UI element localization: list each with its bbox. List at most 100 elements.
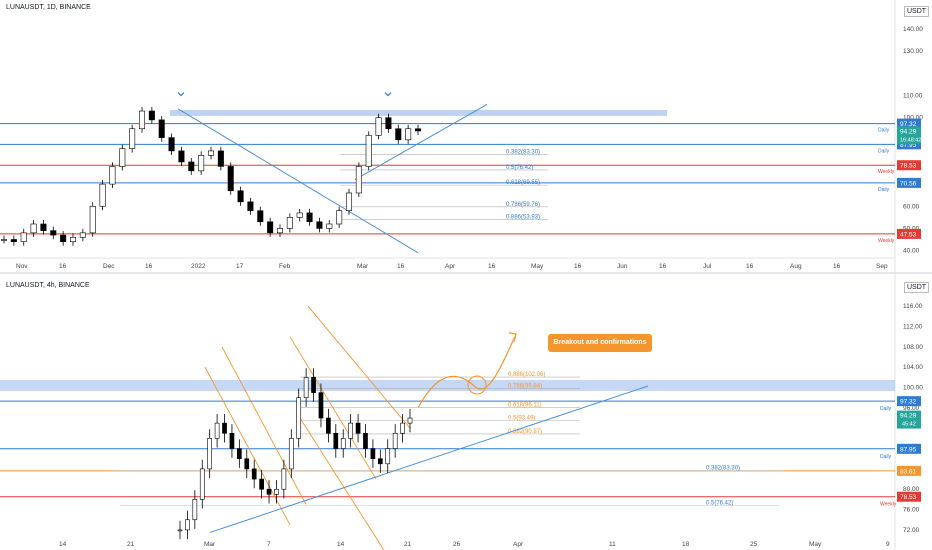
bottom-candle-body [251,468,257,480]
top-price-tick: 140.00 [903,26,923,33]
top-candle-body [355,166,362,194]
bottom-currency-label: USDT [904,282,930,293]
bottom-time-tick: May [809,541,822,548]
projection-arrowhead [508,332,517,342]
top-level-price: 70.56 [900,180,917,187]
bottom-candle-body [288,438,294,470]
bottom-candle-body [311,377,316,393]
bottom-candle-body [407,417,413,424]
top-time-tick: 2022 [191,263,206,270]
bottom-candle-body [237,448,242,460]
bottom-candle-body [400,422,405,434]
bottom-time-tick: 7 [267,541,271,548]
top-candle-body [217,150,224,167]
top-time-tick: 16 [746,263,754,270]
top-time-tick: Jul [703,263,712,270]
top-candle-body [158,119,165,138]
top-candle-body [138,110,146,130]
top-candle-body [395,128,402,141]
bottom-time-tick: 14 [59,541,67,548]
bottom-candle-body [392,432,398,449]
bottom-candle-body [385,448,391,465]
bottom-level-price: 87.95 [900,446,917,453]
top-fib-label: 0.618(69.55) [506,180,540,186]
projection-path [417,336,516,409]
bottom-candle-body [363,432,368,449]
bottom-channel-line [299,417,385,550]
bottom-candle-body [259,478,264,490]
bottom-candle-body [244,458,250,470]
top-time-tick: Mar [357,263,369,270]
bottom-price-tick: 112.00 [903,324,923,331]
top-peak-marker [177,92,185,97]
top-candle-body [365,135,372,167]
top-candle-body [306,212,313,223]
top-current-countdown: 16:48:42 [900,137,921,143]
bottom-price-tick: 108.00 [903,344,923,351]
bottom-price-tick: 80.00 [903,486,920,493]
bottom-price-tick: 116.00 [903,303,923,310]
bottom-time-tick: Mar [204,541,216,548]
bottom-price-tick: 72.00 [903,527,920,534]
bottom-candle-body [318,392,324,419]
bottom-candle-body [281,468,287,490]
bottom-fib-label: 0.886(102.06) [508,372,545,378]
bottom-candle-body [377,458,383,465]
bottom-price-tick: 104.00 [903,364,923,371]
bottom-time-tick: Apr [513,541,524,548]
bottom-time-tick: 9 [886,541,890,548]
top-candle-body [129,128,136,149]
top-fib-label: 0.382(83.30) [506,150,540,156]
top-candle-body [414,128,422,132]
top-candle-body [40,223,47,231]
top-candle-body [50,230,57,236]
top-time-tick: 16 [397,263,405,270]
bottom-current-price: 94.29 [900,413,917,420]
top-time-tick: 16 [488,263,496,270]
top-candle-body [119,148,126,167]
top-candle-body [0,239,8,241]
top-level-price: 47.53 [900,231,917,238]
top-price-tick: 60.00 [903,203,920,210]
bottom-candle-body [274,488,279,495]
top-candle-body [79,232,86,238]
top-fib-label: 0.786(59.76) [506,202,540,208]
bottom-candle-body [266,488,272,495]
top-current-badge [897,126,921,145]
bottom-price-tick: 76.00 [903,507,920,514]
top-level-price: 97.32 [900,121,917,128]
bottom-resistance-zone [0,379,895,392]
top-time-tick: Jun [617,263,628,270]
top-candle-body [326,223,333,229]
top-candle-body [198,155,205,172]
bottom-candle-body [214,422,220,439]
top-candle-body [30,223,37,234]
bottom-candle-body [370,448,376,460]
bottom-fib-label: 0.382(90.87) [508,429,542,435]
bottom-time-tick: 18 [682,541,690,548]
top-price-tick: 110.00 [903,93,923,100]
bottom-time-tick: 21 [404,541,412,548]
top-candle-body [405,128,412,141]
bottom-current-badge [897,410,921,429]
bottom-candle-body [333,432,339,449]
bottom-fib-label: 0.618(96.11) [508,402,542,408]
bottom-time-tick: 25 [750,541,758,548]
top-currency-label: USDT [904,6,930,17]
top-level-badge [897,177,921,188]
top-time-tick: 17 [236,263,244,270]
bottom-blue-fib-label: 0.5(76.42) [706,500,733,506]
bottom-candle-body [229,432,235,449]
top-time-tick: 16 [59,263,67,270]
top-level-price: 78.53 [900,163,917,170]
bottom-candle-body [222,422,227,434]
bottom-ascending-trendline [209,385,649,533]
top-level-badge [897,118,921,129]
top-candle-body [385,117,392,130]
top-candle-body [276,228,284,234]
bottom-level-price: 83.61 [900,468,917,475]
bottom-level-badge [897,465,921,476]
bottom-candle-body [177,529,183,532]
bottom-current-countdown: 45:42 [902,422,916,428]
